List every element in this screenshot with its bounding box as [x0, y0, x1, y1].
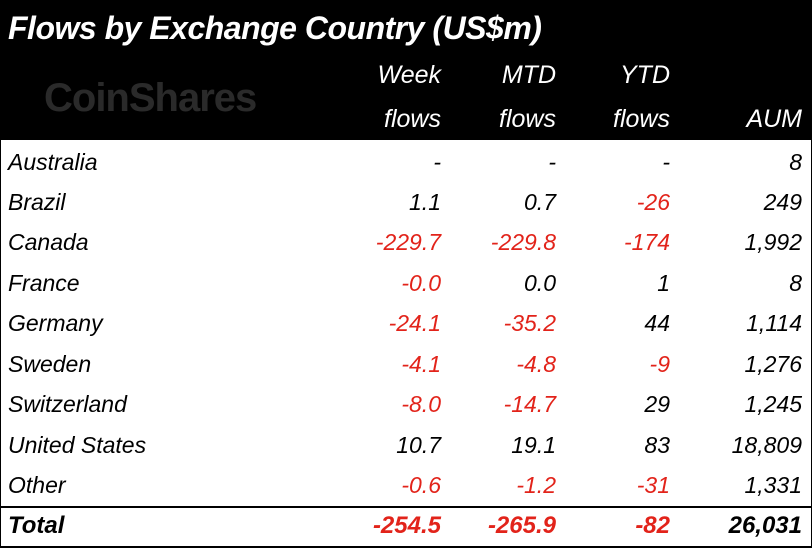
- aum-cell: 1,245: [744, 391, 802, 417]
- week-flows-cell: -0.0: [401, 270, 441, 296]
- ytd-flows-cell: -31: [636, 472, 670, 498]
- aum-cell: 1,992: [744, 229, 802, 255]
- aum-cell: 1,276: [744, 351, 802, 377]
- aum-cell: 1,331: [744, 472, 802, 498]
- total-mtd-cell: -265.9: [487, 512, 556, 539]
- table-row: United States 10.7 19.1 83 18,809: [0, 425, 812, 465]
- total-week-cell: -254.5: [372, 512, 441, 539]
- header-mtd-line1: MTD: [501, 61, 556, 89]
- frame-border-bottom: [0, 546, 812, 548]
- week-flows-cell: -0.6: [401, 472, 441, 498]
- aum-cell: 1,114: [746, 310, 802, 336]
- country-label: Germany: [8, 310, 103, 336]
- week-flows-cell: -: [433, 149, 441, 175]
- week-flows-cell: -8.0: [401, 391, 441, 417]
- week-flows-cell: 10.7: [396, 432, 441, 458]
- table-header: Flows by Exchange Country (US$m) CoinSha…: [0, 0, 812, 140]
- ytd-flows-cell: -174: [623, 229, 670, 255]
- country-label: France: [8, 270, 80, 296]
- ytd-flows-cell: -9: [649, 351, 670, 377]
- header-ytd-line1: YTD: [620, 61, 670, 89]
- week-flows-cell: -229.7: [375, 229, 441, 255]
- total-aum-cell: 26,031: [728, 512, 802, 539]
- country-label: Australia: [8, 149, 98, 175]
- table-row: Brazil 1.1 0.7 -26 249: [0, 182, 812, 222]
- aum-cell: 8: [789, 270, 802, 296]
- mtd-flows-cell: -4.8: [516, 351, 556, 377]
- ytd-flows-cell: -: [662, 149, 670, 175]
- country-label: Other: [8, 472, 66, 498]
- mtd-flows-cell: -229.8: [490, 229, 556, 255]
- week-flows-cell: 1.1: [409, 189, 441, 215]
- table-row: Other -0.6 -1.2 -31 1,331: [0, 465, 812, 505]
- header-ytd-line2: flows: [613, 105, 670, 133]
- header-week-line2: flows: [384, 105, 441, 133]
- country-label: Canada: [8, 229, 89, 255]
- ytd-flows-cell: 44: [644, 310, 670, 336]
- frame-border-left: [0, 0, 1, 548]
- table-row: Sweden -4.1 -4.8 -9 1,276: [0, 344, 812, 384]
- total-divider: [0, 506, 812, 508]
- ytd-flows-cell: 29: [644, 391, 670, 417]
- week-flows-cell: -24.1: [388, 310, 441, 336]
- country-label: Brazil: [8, 189, 66, 215]
- header-week-line1: Week: [377, 61, 441, 89]
- mtd-flows-cell: -14.7: [503, 391, 556, 417]
- country-label: Switzerland: [8, 391, 127, 417]
- country-label: United States: [8, 432, 147, 458]
- logo-plate: [2, 52, 340, 140]
- aum-cell: 8: [789, 149, 802, 175]
- country-label: Sweden: [8, 351, 92, 377]
- total-label: Total: [8, 512, 65, 539]
- ytd-flows-cell: -26: [636, 189, 670, 215]
- mtd-flows-cell: -35.2: [503, 310, 556, 336]
- header-mtd-line2: flows: [499, 105, 556, 133]
- table-row: Canada -229.7 -229.8 -174 1,992: [0, 222, 812, 262]
- aum-cell: 249: [763, 189, 802, 215]
- ytd-flows-cell: 83: [644, 432, 670, 458]
- mtd-flows-cell: -: [548, 149, 556, 175]
- table-row: Australia - - - 8: [0, 142, 812, 182]
- coinshares-logo: CoinShares: [44, 76, 257, 120]
- total-row: Total -254.5 -265.9 -82 26,031: [0, 506, 812, 546]
- mtd-flows-cell: 19.1: [511, 432, 556, 458]
- week-flows-cell: -4.1: [401, 351, 441, 377]
- mtd-flows-cell: 0.0: [524, 270, 556, 296]
- aum-cell: 18,809: [731, 432, 802, 458]
- table-row: France -0.0 0.0 1 8: [0, 263, 812, 303]
- page-title: Flows by Exchange Country (US$m): [8, 10, 542, 46]
- table-row: Germany -24.1 -35.2 44 1,114: [0, 303, 812, 343]
- mtd-flows-cell: -1.2: [516, 472, 556, 498]
- mtd-flows-cell: 0.7: [524, 189, 556, 215]
- table-row: Switzerland -8.0 -14.7 29 1,245: [0, 384, 812, 424]
- total-ytd-cell: -82: [635, 512, 670, 539]
- ytd-flows-cell: 1: [657, 270, 670, 296]
- header-aum: AUM: [746, 105, 802, 133]
